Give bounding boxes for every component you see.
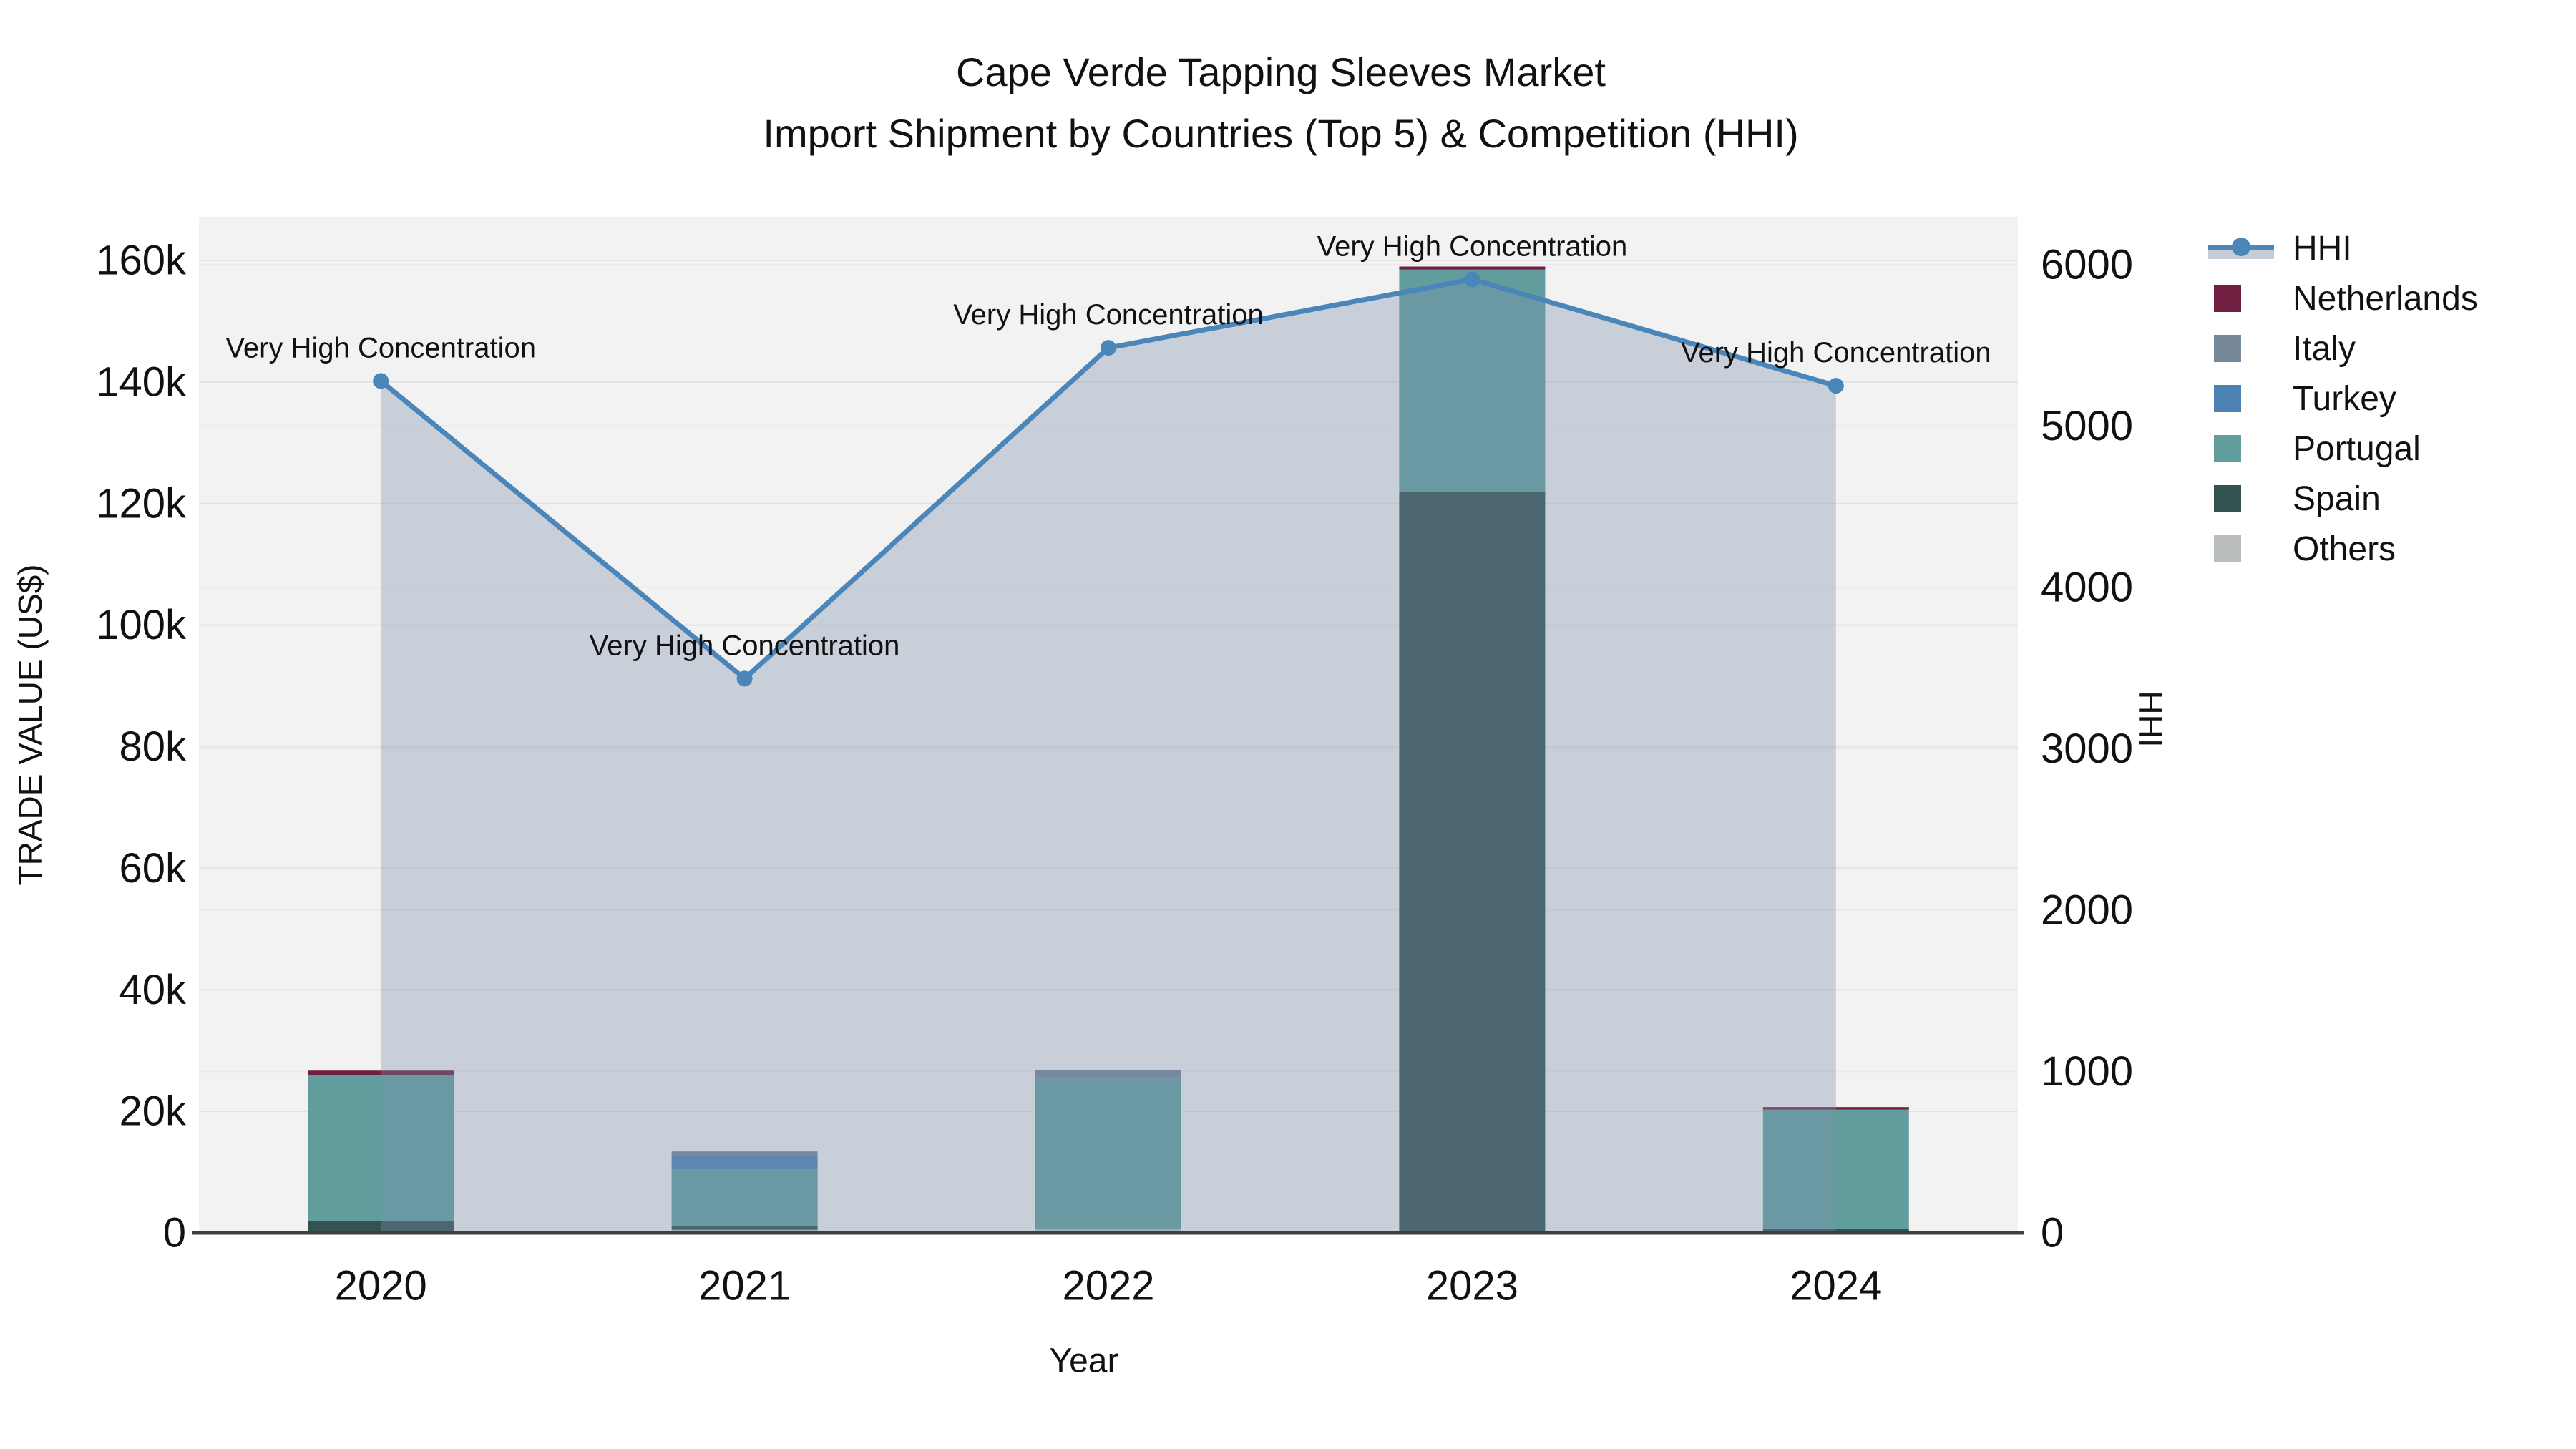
x-axis-title: Year [1050, 1342, 1119, 1380]
hhi-line-icon [2208, 235, 2277, 262]
legend-item-hhi[interactable]: HHI [2208, 223, 2478, 273]
others-swatch-icon [2208, 535, 2277, 562]
y-axis-title-right: HHI [2132, 691, 2169, 747]
italy-swatch-icon [2208, 335, 2277, 362]
left-tick-label: 160k [96, 238, 187, 284]
hhi-marker[interactable] [1464, 271, 1480, 288]
right-tick-label: 0 [2041, 1210, 2064, 1257]
right-tick-label: 1000 [2041, 1048, 2133, 1095]
spain-swatch-icon [2208, 485, 2277, 512]
legend-item-netherlands[interactable]: Netherlands [2208, 273, 2478, 323]
chart-title-line1: Cape Verde Tapping Sleeves Market [956, 49, 1606, 94]
bar-segment-portugal[interactable] [1035, 1078, 1181, 1229]
portugal-swatch-icon [2208, 435, 2277, 462]
bar-segment-portugal[interactable] [1762, 1109, 1909, 1229]
turkey-swatch-icon [2208, 385, 2277, 412]
hhi-marker[interactable] [1828, 378, 1844, 394]
legend-label: Others [2293, 530, 2396, 568]
bar-segment-turkey[interactable] [671, 1156, 818, 1169]
left-tick-label: 60k [119, 845, 187, 892]
x-tick-label: 2024 [1790, 1263, 1882, 1309]
hhi-marker[interactable] [736, 670, 753, 687]
legend-label: HHI [2293, 229, 2352, 268]
chart-title-line2: Import Shipment by Countries (Top 5) & C… [763, 111, 1799, 156]
x-tick-label: 2022 [1062, 1263, 1154, 1309]
annotation-label: Very High Concentration [953, 299, 1264, 331]
annotation-label: Very High Concentration [1681, 337, 1991, 369]
bar-segment-netherlands[interactable] [1399, 266, 1546, 270]
left-tick-label: 40k [119, 967, 187, 1013]
bar-segment-spain[interactable] [308, 1221, 454, 1232]
annotation-label: Very High Concentration [1317, 230, 1628, 262]
bar-segment-italy[interactable] [671, 1151, 818, 1156]
left-tick-label: 140k [96, 358, 187, 405]
legend-item-others[interactable]: Others [2208, 524, 2478, 574]
right-tick-label: 2000 [2041, 887, 2133, 934]
bar-segment-netherlands[interactable] [308, 1070, 454, 1076]
right-tick-label: 6000 [2041, 242, 2133, 288]
x-tick-label: 2023 [1426, 1263, 1518, 1309]
bar-segment-portugal[interactable] [1399, 269, 1546, 492]
netherlands-swatch-icon [2208, 285, 2277, 312]
x-tick-label: 2021 [698, 1263, 791, 1309]
x-tick-label: 2020 [335, 1263, 427, 1309]
y-axis-title-left: TRADE VALUE (US$) [11, 564, 49, 885]
legend-label: Turkey [2293, 379, 2396, 418]
hhi-marker[interactable] [373, 373, 389, 389]
left-tick-label: 20k [119, 1088, 187, 1135]
left-tick-label: 80k [119, 723, 187, 770]
bar-segment-netherlands[interactable] [1762, 1107, 1909, 1110]
right-tick-label: 5000 [2041, 403, 2133, 449]
bar-segment-spain[interactable] [1762, 1229, 1909, 1233]
legend-label: Italy [2293, 329, 2356, 368]
left-tick-label: 0 [163, 1210, 186, 1257]
legend-label: Portugal [2293, 429, 2421, 468]
plot-background [199, 217, 2018, 1233]
left-tick-label: 100k [96, 602, 187, 648]
bar-segment-spain[interactable] [671, 1225, 818, 1230]
chart-title: Cape Verde Tapping Sleeves Market Import… [0, 42, 2562, 165]
left-tick-label: 120k [96, 480, 187, 527]
bar-segment-portugal[interactable] [671, 1168, 818, 1226]
legend-label: Spain [2293, 479, 2381, 518]
legend-item-italy[interactable]: Italy [2208, 323, 2478, 374]
legend-label: Netherlands [2293, 279, 2478, 318]
legend-item-portugal[interactable]: Portugal [2208, 424, 2478, 474]
hhi-area-fill [381, 279, 1836, 1233]
bar-segment-spain[interactable] [1399, 491, 1546, 1234]
bar-segment-others[interactable] [1035, 1229, 1181, 1233]
legend-item-turkey[interactable]: Turkey [2208, 374, 2478, 424]
legend: HHI Netherlands Italy Turkey Portugal Sp… [2208, 223, 2478, 574]
annotation-label: Very High Concentration [225, 332, 536, 364]
right-tick-label: 3000 [2041, 726, 2133, 772]
annotation-label: Very High Concentration [590, 630, 900, 661]
hhi-marker[interactable] [1101, 340, 1116, 356]
legend-item-spain[interactable]: Spain [2208, 474, 2478, 524]
bar-segment-portugal[interactable] [308, 1075, 454, 1221]
bar-segment-italy[interactable] [1035, 1070, 1181, 1079]
right-tick-label: 4000 [2041, 565, 2133, 611]
